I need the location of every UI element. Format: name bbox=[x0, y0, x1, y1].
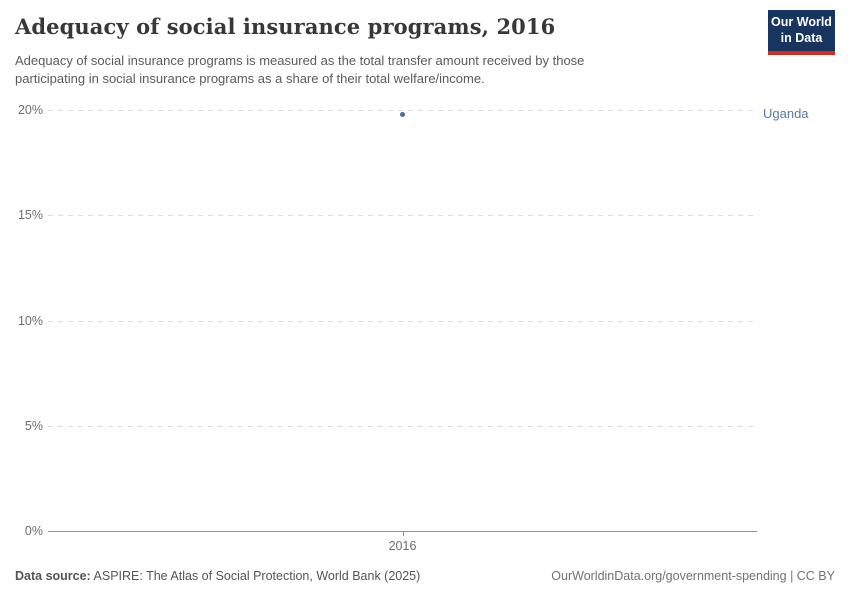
gridline-20% bbox=[48, 110, 757, 111]
footer-url-license[interactable]: OurWorldinData.org/government-spending |… bbox=[551, 569, 835, 583]
x-tick-mark-2016 bbox=[402, 532, 404, 536]
y-tick-label-5%: 5% bbox=[24, 418, 43, 433]
owid-logo: Our World in Data bbox=[768, 10, 835, 55]
data-source-label: Data source: bbox=[15, 569, 91, 583]
gridline-15% bbox=[48, 215, 757, 217]
y-tick-label-15%: 15% bbox=[17, 208, 43, 223]
y-tick-label-10%: 10% bbox=[17, 313, 43, 328]
data-point-uganda[interactable] bbox=[400, 111, 405, 117]
y-tick-label-0%: 0% bbox=[24, 524, 43, 538]
data-source-note: Data source: ASPIRE: The Atlas of Social… bbox=[15, 569, 420, 583]
owid-logo-line1: Our World bbox=[771, 14, 832, 29]
chart-title: Adequacy of social insurance programs, 2… bbox=[15, 14, 556, 39]
data-source-text: ASPIRE: The Atlas of Social Protection, … bbox=[90, 569, 421, 583]
owid-logo-line2: in Data bbox=[780, 30, 823, 45]
gridline-10% bbox=[48, 320, 757, 322]
chart-subtitle: Adequacy of social insurance programs is… bbox=[15, 53, 585, 87]
x-axis-line bbox=[48, 531, 757, 532]
x-tick-label-2016: 2016 bbox=[388, 539, 417, 553]
gridline-5% bbox=[48, 425, 757, 427]
y-tick-label-20%: 20% bbox=[17, 103, 43, 117]
entity-label-uganda[interactable]: Uganda bbox=[763, 106, 809, 122]
